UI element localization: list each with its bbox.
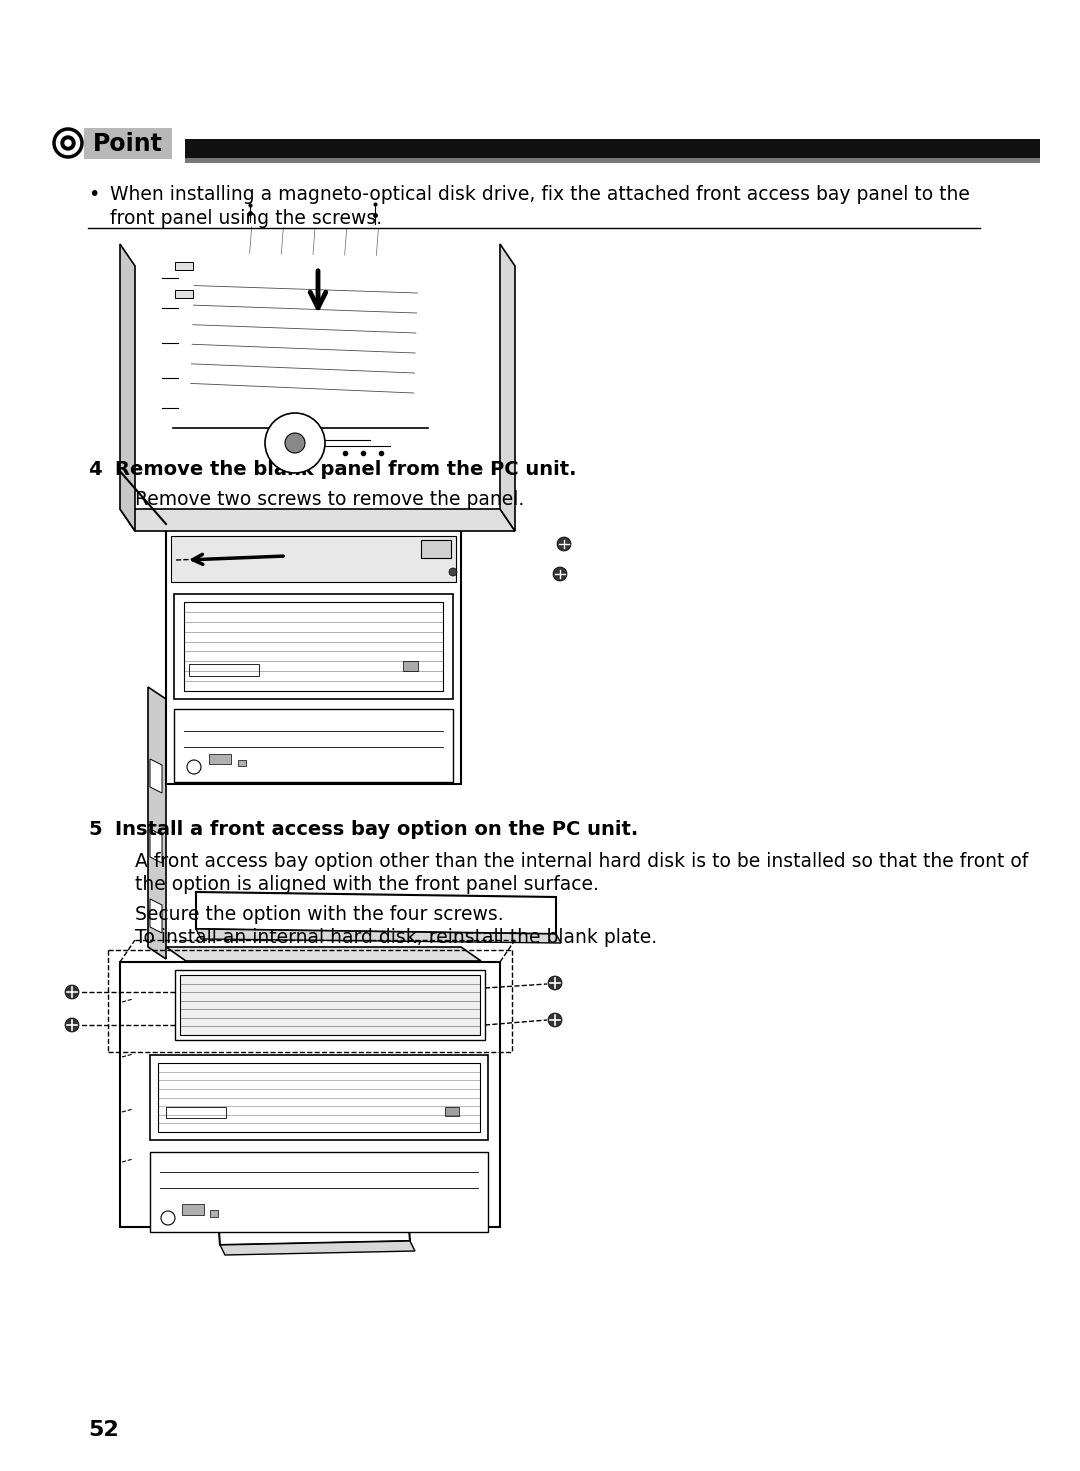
Polygon shape bbox=[195, 891, 556, 934]
Bar bbox=[150, 1055, 488, 1140]
Bar bbox=[175, 262, 193, 271]
Circle shape bbox=[65, 986, 79, 999]
Polygon shape bbox=[150, 899, 162, 933]
Bar bbox=[150, 1152, 488, 1233]
Polygon shape bbox=[120, 244, 135, 531]
Circle shape bbox=[65, 1018, 79, 1033]
Text: Point: Point bbox=[93, 132, 163, 156]
Circle shape bbox=[161, 1211, 175, 1225]
Bar bbox=[166, 524, 461, 784]
Text: Install a front access bay option on the PC unit.: Install a front access bay option on the… bbox=[114, 819, 638, 838]
Text: Remove the blank panel from the PC unit.: Remove the blank panel from the PC unit. bbox=[114, 460, 577, 480]
Text: A front access bay option other than the internal hard disk is to be installed s: A front access bay option other than the… bbox=[135, 852, 1028, 871]
Polygon shape bbox=[500, 244, 515, 531]
Polygon shape bbox=[166, 947, 481, 961]
Bar bbox=[403, 660, 418, 671]
Polygon shape bbox=[160, 1044, 180, 1219]
Bar bbox=[180, 975, 480, 1036]
Polygon shape bbox=[195, 930, 561, 943]
Polygon shape bbox=[220, 1242, 415, 1255]
Text: •: • bbox=[87, 185, 99, 204]
Bar bbox=[421, 540, 451, 558]
Circle shape bbox=[187, 761, 201, 774]
FancyBboxPatch shape bbox=[84, 128, 172, 159]
Text: 4: 4 bbox=[87, 460, 102, 480]
Bar bbox=[445, 1108, 459, 1116]
Bar bbox=[210, 1211, 218, 1217]
Bar bbox=[184, 602, 443, 691]
Bar bbox=[171, 535, 456, 583]
Circle shape bbox=[548, 1014, 562, 1027]
Circle shape bbox=[449, 568, 457, 577]
Text: front panel using the screws.: front panel using the screws. bbox=[110, 209, 382, 228]
Text: 5: 5 bbox=[87, 819, 102, 838]
Bar bbox=[120, 962, 500, 1227]
Polygon shape bbox=[150, 830, 162, 863]
Text: Secure the option with the four screws.: Secure the option with the four screws. bbox=[135, 905, 503, 924]
Text: Remove two screws to remove the panel.: Remove two screws to remove the panel. bbox=[135, 490, 524, 509]
Bar bbox=[158, 1064, 480, 1133]
Bar bbox=[189, 663, 259, 677]
Bar bbox=[174, 709, 453, 783]
Bar bbox=[185, 157, 1040, 163]
Text: the option is aligned with the front panel surface.: the option is aligned with the front pan… bbox=[135, 875, 599, 894]
Polygon shape bbox=[150, 759, 162, 793]
Text: When installing a magneto-optical disk drive, fix the attached front access bay : When installing a magneto-optical disk d… bbox=[110, 185, 970, 204]
Bar bbox=[174, 594, 453, 699]
Bar bbox=[175, 290, 193, 299]
Polygon shape bbox=[218, 1215, 410, 1244]
Polygon shape bbox=[173, 1043, 435, 1218]
Polygon shape bbox=[190, 1058, 418, 1205]
Text: To install an internal hard disk, reinstall the blank plate.: To install an internal hard disk, reinst… bbox=[135, 928, 657, 947]
Bar bbox=[175, 969, 485, 1040]
Circle shape bbox=[553, 566, 567, 581]
Polygon shape bbox=[148, 687, 166, 959]
Bar bbox=[183, 1203, 204, 1215]
Polygon shape bbox=[120, 509, 515, 531]
Circle shape bbox=[265, 413, 325, 474]
Bar bbox=[185, 138, 1040, 159]
Bar bbox=[166, 1108, 226, 1118]
Circle shape bbox=[285, 432, 305, 453]
Circle shape bbox=[557, 537, 571, 552]
Bar bbox=[238, 761, 246, 766]
Circle shape bbox=[60, 135, 75, 150]
Circle shape bbox=[65, 140, 71, 146]
Bar bbox=[210, 755, 231, 763]
Text: 52: 52 bbox=[87, 1420, 119, 1440]
Circle shape bbox=[548, 975, 562, 990]
